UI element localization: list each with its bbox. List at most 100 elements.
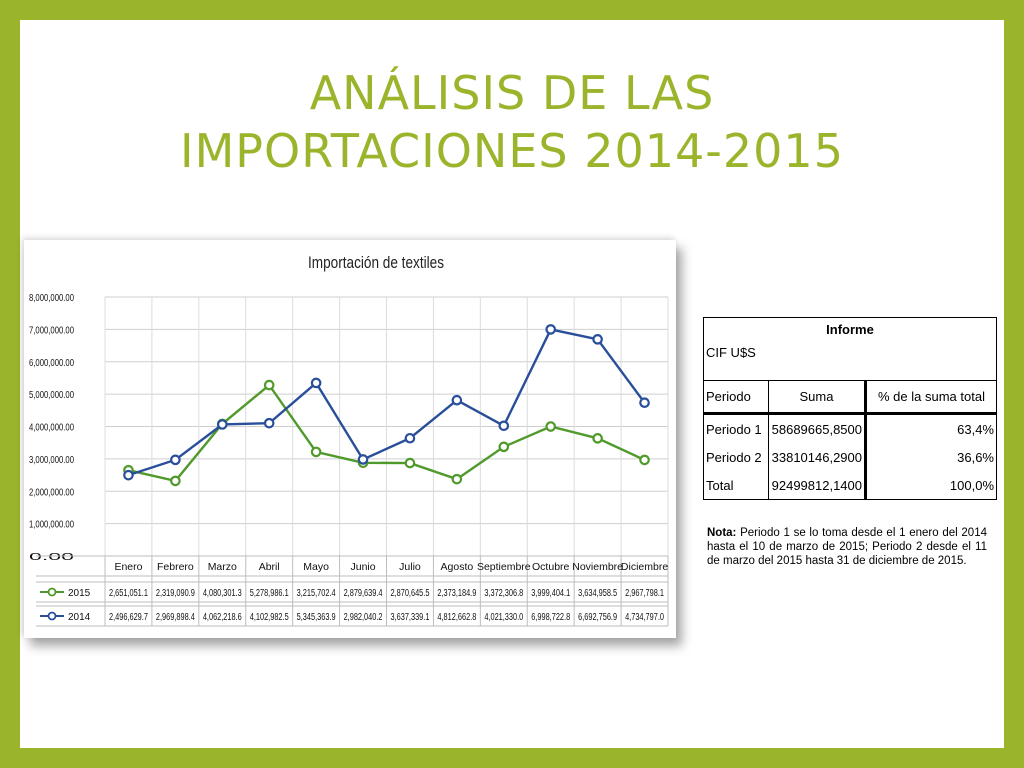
data-point-2015 <box>310 446 322 458</box>
y-tick-label: 1,000,000.00 <box>29 520 74 531</box>
data-point-2014 <box>498 420 510 432</box>
line-chart: Importación de textiles 8,000,000.00 7,000… <box>29 253 669 627</box>
col-header-suma: Suma <box>768 381 867 415</box>
y-tick-label: 5,000,000.00 <box>29 390 74 401</box>
data-label-2015: 4,080,301.3 <box>203 588 242 599</box>
title-line-1: ANÁLISIS DE LAS <box>309 66 715 120</box>
data-point-2015 <box>592 433 603 444</box>
y-tick-label: 4,000,000.00 <box>29 423 74 434</box>
data-point-2014 <box>592 334 603 345</box>
table-row: Total 92499812,1400 100,0% <box>704 471 996 499</box>
data-label-2014: 4,734,797.0 <box>625 612 664 623</box>
data-label-2014: 6,998,722.8 <box>531 612 570 623</box>
data-point-2015 <box>498 441 510 453</box>
x-tick-label: Noviembre <box>572 561 623 573</box>
data-point-2015 <box>639 454 650 466</box>
x-tick-label: Julio <box>399 561 421 573</box>
chart-title: Importación de textiles <box>308 253 444 272</box>
legend-label-2014: 2014 <box>68 612 91 623</box>
data-point-2015 <box>170 475 181 487</box>
col-header-pct: % de la suma total <box>865 381 996 415</box>
data-point-2014 <box>123 469 134 481</box>
data-point-2015 <box>545 421 557 432</box>
data-label-2015: 5,278,986.1 <box>250 588 289 599</box>
data-label-2015: 2,879,639.4 <box>344 588 383 599</box>
nota-text: Nota: Periodo 1 se lo toma desde el 1 en… <box>707 526 987 568</box>
cell-pct: 100,0% <box>949 477 994 493</box>
data-label-2015: 2,651,051.1 <box>109 588 148 599</box>
series-line-2015 <box>128 383 646 483</box>
x-tick-label: Abril <box>259 561 280 573</box>
data-label-2014: 2,969,898.4 <box>156 612 195 623</box>
legend-key-marker-2015 <box>47 587 57 597</box>
data-label-2014: 4,062,218.6 <box>203 612 242 623</box>
data-point-2015 <box>263 379 275 391</box>
x-tick-label: Agosto <box>441 561 474 573</box>
informe-header: Informe <box>826 322 874 337</box>
cell-pct: 63,4% <box>957 421 994 437</box>
data-label-2015: 2,319,090.9 <box>156 588 195 599</box>
col-header-periodo: Periodo <box>704 381 769 415</box>
data-label-2014: 6,692,756.9 <box>578 612 617 623</box>
nota-body: Periodo 1 se lo toma desde el 1 enero de… <box>707 527 987 567</box>
cell-pct: 36,6% <box>957 449 994 465</box>
table-row: Periodo 1 58689665,8500 63,4% <box>704 413 996 443</box>
legend-label-2015: 2015 <box>68 588 91 599</box>
informe-column-headers: Periodo Suma % de la suma total <box>704 381 996 415</box>
chart-frame: Importación de textiles 8,000,000.00 7,000… <box>24 240 676 638</box>
series-line-2014 <box>128 328 646 477</box>
x-tick-label: Marzo <box>208 561 237 573</box>
x-tick-label: Mayo <box>303 561 329 573</box>
data-point-2014 <box>170 454 181 466</box>
data-point-2014 <box>357 454 369 465</box>
data-label-2014: 2,982,040.2 <box>344 612 383 623</box>
legend-key-marker-2014 <box>47 611 57 621</box>
data-label-2015: 3,999,404.1 <box>531 588 570 599</box>
data-point-2014 <box>639 397 650 409</box>
cell-periodo: Periodo 2 <box>704 443 769 471</box>
y-tick-label: 8,000,000.00 <box>29 293 74 304</box>
data-label-2015: 2,870,645.5 <box>391 588 430 599</box>
data-label-2014: 2,496,629.7 <box>109 612 148 623</box>
data-point-2014 <box>263 417 275 429</box>
data-label-2014: 4,812,662.8 <box>437 612 476 623</box>
cell-suma: 92499812,1400 <box>768 471 867 499</box>
data-label-2015: 3,634,958.5 <box>578 588 617 599</box>
x-tick-label: Febrero <box>157 561 194 573</box>
y-tick-label: 7,000,000.00 <box>29 325 74 336</box>
x-tick-label: Septiembre <box>477 561 531 573</box>
y-tick-label: 6,000,000.00 <box>29 358 74 369</box>
cell-periodo: Periodo 1 <box>704 413 769 443</box>
x-tick-label: Diciembre <box>621 561 668 573</box>
data-point-2014 <box>216 419 228 430</box>
data-label-2015: 2,967,798.1 <box>625 588 664 599</box>
informe-table: Informe CIF U$S Periodo Suma % de la sum… <box>703 317 997 500</box>
y-tick-label: 2,000,000.00 <box>29 487 74 498</box>
data-point-2014 <box>404 432 416 444</box>
data-point-2015 <box>451 473 463 485</box>
nota-label: Nota: <box>707 527 737 539</box>
data-point-2014 <box>545 324 557 335</box>
data-label-2014: 5,345,363.9 <box>297 612 336 623</box>
slide-title: ANÁLISIS DE LAS IMPORTACIONES 2014-2015 <box>0 64 1024 180</box>
title-line-2: IMPORTACIONES 2014-2015 <box>180 124 844 178</box>
data-label-2015: 3,215,702.4 <box>297 588 336 599</box>
cell-suma: 33810146,2900 <box>768 443 867 471</box>
informe-cif-label: CIF U$S <box>704 340 996 381</box>
data-point-2014 <box>451 394 463 406</box>
y-tick-label: 0.00 <box>29 552 75 563</box>
informe-grid: Periodo Suma % de la suma total Periodo … <box>704 381 996 499</box>
x-tick-label: Enero <box>114 561 142 573</box>
table-row: Periodo 2 33810146,2900 36,6% <box>704 443 996 471</box>
data-label-2014: 3,637,339.1 <box>391 612 430 623</box>
y-tick-label: 3,000,000.00 <box>29 455 74 466</box>
data-label-2015: 3,372,306.8 <box>484 588 523 599</box>
cell-suma: 58689665,8500 <box>768 413 867 443</box>
x-tick-label: Octubre <box>532 561 570 573</box>
data-label-2014: 4,021,330.0 <box>484 612 523 623</box>
cell-periodo: Total <box>704 471 769 499</box>
data-label-2015: 2,373,184.9 <box>437 588 476 599</box>
x-tick-label: Junio <box>350 561 375 573</box>
data-label-2014: 4,102,982.5 <box>250 612 289 623</box>
data-point-2015 <box>404 457 416 469</box>
